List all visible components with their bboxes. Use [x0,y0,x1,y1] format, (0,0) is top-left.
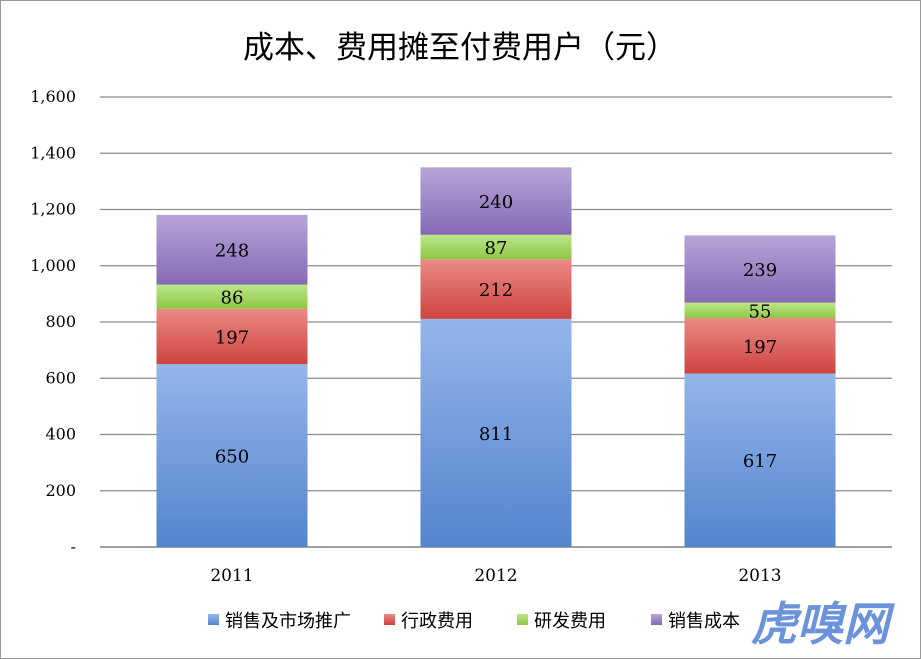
data-label: 212 [479,280,513,301]
bar-segment [156,284,308,309]
data-labels: 650 197 86 248 811 212 87 240 617 197 55 239 [215,192,777,472]
bar-segment [684,318,836,374]
bar-segment [156,214,308,285]
bar-segment [684,235,836,303]
y-tick-label: 1,000 [30,256,76,275]
y-tick-label: 200 [45,481,76,500]
bar-segment [420,318,572,547]
data-label: 87 [485,238,508,259]
x-tick-label: 2011 [210,566,253,586]
data-label: 197 [215,327,249,348]
data-label: 617 [743,451,777,472]
legend-label: 研发费用 [534,611,606,632]
legend: 销售及市场推广 行政费用 研发费用 销售成本 [208,611,740,632]
x-tick-label: 2013 [738,566,781,586]
data-label: 650 [215,447,249,468]
watermark-logo: 虎嗅网 [751,597,895,651]
data-label: 240 [479,192,513,213]
bar-segment [156,364,308,547]
legend-swatch [517,614,528,625]
y-tick-label: 1,200 [30,200,76,219]
data-label: 197 [743,337,777,358]
bar-segment [420,259,572,319]
legend-label: 行政费用 [401,611,473,632]
y-tick-label: 400 [45,425,76,444]
legend-swatch [208,614,219,625]
x-axis-tick-labels: 2011 2012 2013 [210,566,781,586]
y-tick-label: 1,400 [30,143,76,162]
y-tick-label: 600 [45,368,76,387]
y-tick-label: 1,600 [30,87,76,106]
chart-title: 成本、费用摊至付费用户（元） [243,30,677,66]
data-label: 239 [743,260,777,281]
bar-segment [156,308,308,365]
bars [156,167,836,547]
data-label: 248 [215,241,249,262]
y-tick-label: - [71,537,76,556]
legend-label: 销售及市场推广 [225,611,351,632]
data-label: 811 [479,424,513,445]
legend-label: 销售成本 [668,611,740,632]
x-tick-label: 2012 [474,566,517,586]
legend-swatch [384,614,395,625]
data-label: 55 [749,301,772,322]
data-label: 86 [221,288,244,309]
bar-segment [420,167,572,235]
y-axis-tick-labels: - 200 400 600 800 1,000 1,200 1,400 1,600 [30,87,76,556]
bar-segment [684,373,836,547]
y-tick-label: 800 [45,312,76,331]
bar-segment [420,234,572,260]
bar-segment [684,302,836,319]
legend-swatch [651,614,662,625]
